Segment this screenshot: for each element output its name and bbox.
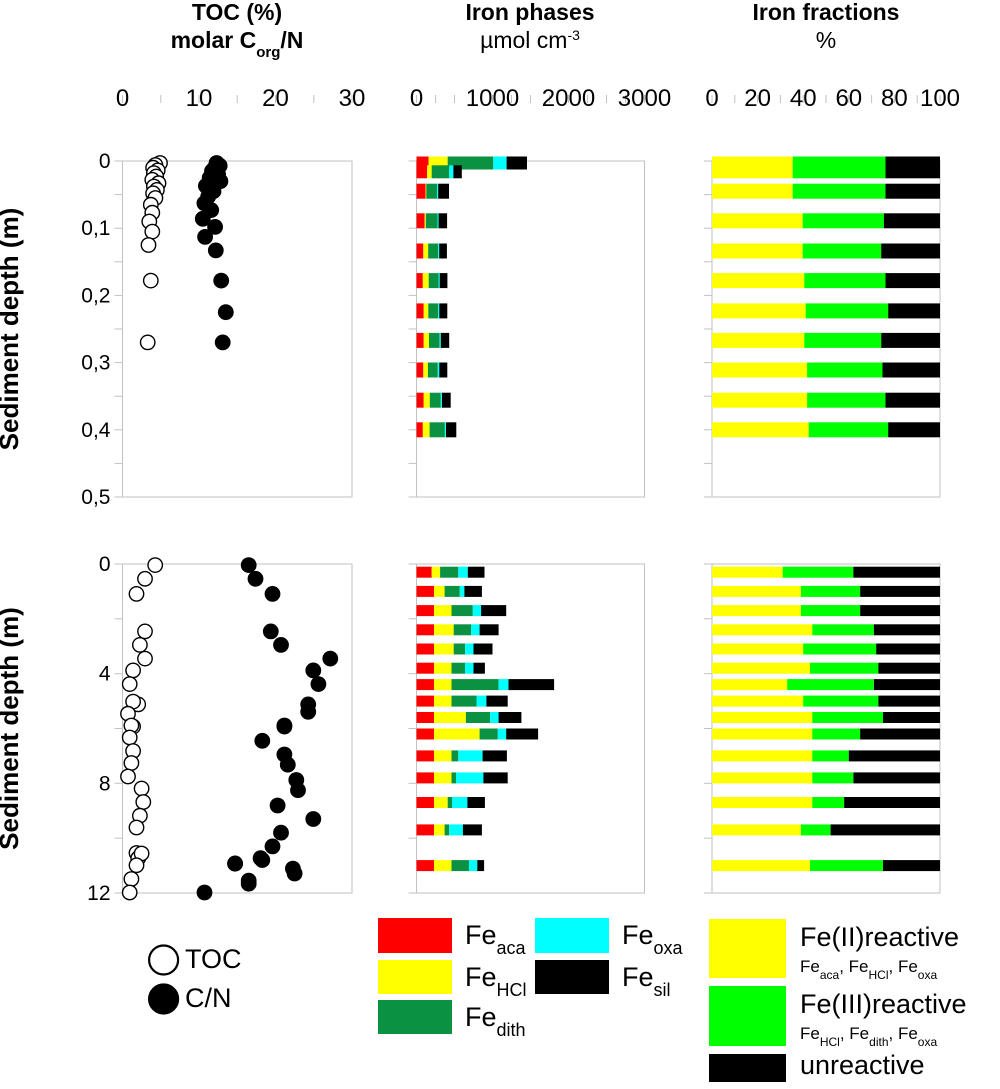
svg-text:10: 10: [186, 85, 213, 112]
svg-text:8: 8: [99, 772, 111, 795]
svg-text:Sediment depth (m): Sediment depth (m): [0, 208, 24, 451]
svg-text:30: 30: [339, 85, 366, 112]
svg-text:TOC (%): TOC (%): [192, 0, 282, 25]
svg-text:Fe(III)reactive: Fe(III)reactive: [800, 989, 967, 1019]
svg-text:20: 20: [262, 85, 289, 112]
svg-text:1000: 1000: [466, 85, 519, 112]
svg-text:40: 40: [790, 85, 817, 112]
svg-text:µmol cm-3: µmol cm-3: [480, 27, 580, 53]
svg-text:0,5: 0,5: [81, 486, 110, 509]
svg-text:TOC: TOC: [185, 944, 242, 974]
svg-text:0: 0: [99, 150, 111, 173]
svg-text:80: 80: [881, 85, 908, 112]
svg-text:unreactive: unreactive: [800, 1050, 925, 1080]
svg-text:2000: 2000: [542, 85, 595, 112]
svg-text:0: 0: [116, 85, 129, 112]
svg-text:C/N: C/N: [185, 983, 232, 1013]
svg-text:0,4: 0,4: [81, 419, 111, 442]
svg-text:20: 20: [744, 85, 771, 112]
svg-text:0: 0: [99, 553, 111, 576]
svg-text:12: 12: [87, 882, 110, 905]
svg-text:Iron phases: Iron phases: [465, 0, 594, 25]
svg-text:Fe(II)reactive: Fe(II)reactive: [800, 922, 959, 952]
svg-text:0,2: 0,2: [81, 284, 110, 307]
svg-text:3000: 3000: [618, 85, 671, 112]
svg-text:100: 100: [920, 85, 960, 112]
svg-text:Iron fractions: Iron fractions: [753, 0, 900, 25]
svg-text:60: 60: [835, 85, 862, 112]
svg-text:0,1: 0,1: [81, 217, 110, 240]
svg-text:0: 0: [705, 85, 718, 112]
svg-text:0,3: 0,3: [81, 352, 110, 375]
svg-text:4: 4: [99, 663, 111, 686]
svg-text:Sediment depth (m): Sediment depth (m): [0, 607, 24, 850]
svg-text:%: %: [816, 27, 836, 53]
svg-text:0: 0: [410, 85, 423, 112]
